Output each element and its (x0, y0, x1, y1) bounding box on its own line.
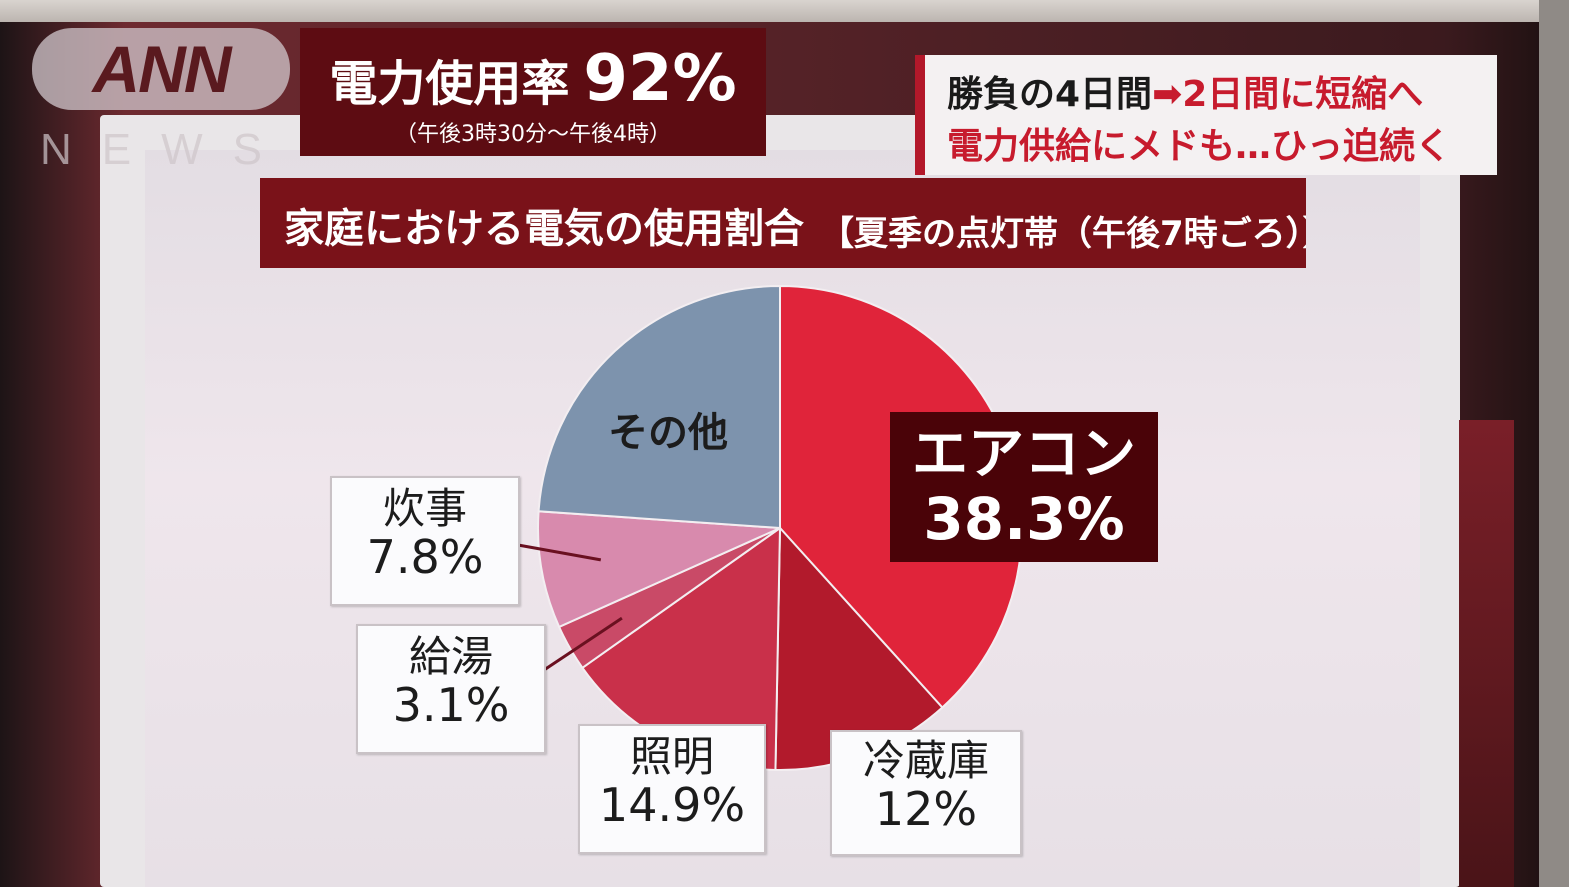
chart-title-bar: 家庭における電気の使用割合 【夏季の点灯帯（午後7時ごろ）】 (260, 178, 1306, 268)
news-ticker: 勝負の4日間➡2日間に短縮へ 電力供給にメドも…ひっ迫続く (915, 55, 1497, 175)
label-aircon-value: 38.3% (923, 484, 1125, 553)
label-fridge: 冷蔵庫 12% (830, 730, 1022, 856)
wall (1539, 0, 1569, 887)
headline-main: 電力使用率 92% (300, 42, 766, 116)
headline-sub: （午後3時30分～午後4時） (395, 122, 671, 147)
headline-value: 92% (583, 42, 737, 116)
chart-title: 家庭における電気の使用割合 (284, 206, 804, 252)
label-hotwater: 給湯 3.1% (356, 624, 546, 754)
label-other: その他 (608, 410, 728, 456)
label-cooking-name: 炊事 (382, 484, 467, 533)
headline-label: 電力使用率 (329, 56, 570, 112)
label-cooking: 炊事 7.8% (330, 476, 520, 606)
ann-logo: ANN (32, 28, 290, 110)
label-fridge-name: 冷蔵庫 (862, 736, 989, 785)
arrow-right-icon: ➡ (1152, 74, 1183, 115)
ticker-line1-a: 勝負の4日間 (947, 74, 1153, 115)
label-fridge-value: 12% (874, 782, 978, 837)
label-lighting-name: 照明 (629, 732, 714, 781)
headline-box: 電力使用率 92% （午後3時30分～午後4時） (300, 28, 766, 156)
label-cooking-value: 7.8% (366, 530, 484, 585)
label-aircon-name: エアコン (912, 422, 1136, 487)
label-lighting: 照明 14.9% (578, 724, 766, 854)
studio-red-edge (1459, 420, 1514, 887)
chart-subtitle: 【夏季の点灯帯（午後7時ごろ）】 (820, 214, 1306, 254)
label-aircon: エアコン 38.3% (890, 412, 1158, 562)
logo-news: NEWS (40, 125, 292, 174)
label-lighting-value: 14.9% (598, 778, 746, 833)
label-hotwater-name: 給湯 (408, 632, 493, 681)
ticker-line-1: 勝負の4日間➡2日間に短縮へ (947, 65, 1423, 117)
ticker-line1-b: 2日間に短縮へ (1182, 74, 1424, 115)
label-hotwater-value: 3.1% (392, 678, 510, 733)
logo-text: ANN (92, 32, 232, 106)
ticker-line-2: 電力供給にメドも…ひっ迫続く (947, 126, 1452, 167)
